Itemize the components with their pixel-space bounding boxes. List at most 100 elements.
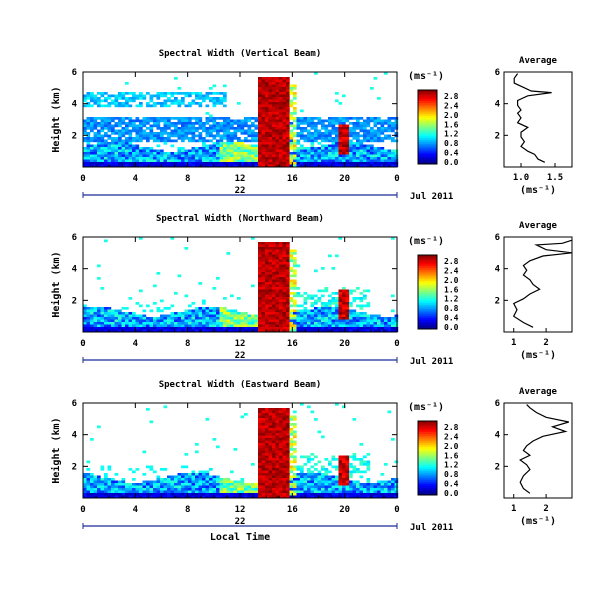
heatmap-cell [219, 102, 224, 105]
heatmap-cell [335, 164, 339, 168]
heatmap-cell [275, 252, 280, 255]
heatmap-cell [226, 117, 231, 120]
heatmap-cell [282, 445, 287, 449]
colorbar-segment [418, 108, 437, 111]
heatmap-cell [244, 322, 248, 325]
heatmap-cell [170, 317, 175, 320]
heatmap-cell [275, 327, 280, 330]
heatmap-cell [251, 319, 255, 323]
heatmap-cell [261, 450, 266, 454]
heatmap-cell [107, 117, 112, 120]
heatmap-cell [251, 284, 255, 288]
heatmap-cell [223, 495, 227, 499]
heatmap-cell [118, 122, 122, 125]
heatmap-cell [163, 329, 168, 333]
heatmap-cell [177, 490, 182, 494]
heatmap-cell [342, 132, 346, 135]
heatmap-cell [128, 329, 133, 333]
heatmap-cell [349, 317, 353, 320]
heatmap-cell [188, 152, 192, 155]
heatmap-cell [195, 92, 199, 95]
heatmap-cell [139, 317, 143, 320]
heatmap-cell [335, 129, 339, 133]
heatmap-cell [153, 485, 157, 489]
heatmap-cell [209, 317, 213, 320]
heatmap-cell [268, 480, 273, 484]
heatmap-cell [254, 139, 259, 143]
heatmap-cell [356, 319, 360, 323]
heatmap-cell [156, 485, 161, 489]
heatmap-cell [286, 327, 290, 330]
heatmap-cell [142, 154, 147, 158]
date-day-label: 22 [235, 517, 246, 527]
heatmap-cell [114, 97, 119, 100]
heatmap-cell [377, 97, 381, 100]
heatmap-cell [296, 329, 301, 333]
heatmap-cell [174, 317, 178, 320]
colorbar-segment [418, 114, 437, 117]
heatmap-cell [272, 468, 276, 471]
heatmap-cell [132, 97, 136, 100]
heatmap-cell [177, 134, 182, 138]
heatmap-cell [198, 324, 203, 328]
heatmap-cell [146, 493, 150, 496]
heatmap-cell [391, 438, 395, 441]
heatmap-cell [184, 132, 189, 135]
heatmap-cell [258, 440, 262, 444]
heatmap-cell [391, 485, 395, 489]
heatmap-cell [100, 324, 105, 328]
heatmap-cell [279, 129, 283, 133]
heatmap-cell [97, 493, 101, 496]
heatmap-cell [121, 312, 126, 315]
heatmap-cell [118, 117, 122, 120]
heatmap-cell [380, 483, 385, 486]
heatmap-cell [86, 319, 91, 323]
heatmap-cell [240, 119, 245, 123]
heatmap-cell [233, 309, 238, 313]
heatmap-cell [198, 132, 203, 135]
heatmap-cell [324, 137, 329, 140]
heatmap-cell [268, 493, 273, 496]
heatmap-cell [384, 317, 388, 320]
colorbar-segment [418, 125, 437, 128]
heatmap-cell [363, 314, 367, 318]
heatmap-cell [314, 418, 318, 421]
heatmap-cell [261, 329, 266, 333]
heatmap-cell [240, 142, 245, 145]
heatmap-cell [272, 327, 276, 330]
heatmap-cell [104, 157, 108, 160]
heatmap-cell [342, 297, 346, 300]
heatmap-cell [282, 249, 287, 253]
heatmap-cell [170, 314, 175, 318]
heatmap-cell [268, 473, 273, 476]
heatmap-cell [139, 289, 143, 293]
heatmap-cell [380, 490, 385, 494]
heatmap-cell [191, 480, 196, 484]
heatmap-cell [275, 89, 280, 93]
heatmap-cell [230, 483, 234, 486]
heatmap-cell [100, 162, 105, 165]
heatmap-cell [279, 87, 283, 90]
heatmap-cell [387, 154, 392, 158]
heatmap-cell [275, 460, 280, 464]
heatmap-cell [331, 317, 336, 320]
heatmap-cell [191, 92, 196, 95]
heatmap-cell [104, 162, 108, 165]
heatmap-cell [366, 164, 371, 168]
heatmap-cell [86, 493, 91, 496]
heatmap-cell [272, 309, 276, 313]
heatmap-cell [289, 490, 294, 494]
heatmap-cell [93, 317, 98, 320]
heatmap-cell [93, 324, 98, 328]
heatmap-cell [373, 490, 378, 494]
heatmap-cell [188, 322, 192, 325]
heatmap-cell [149, 420, 154, 424]
heatmap-cell [177, 122, 182, 125]
heatmap-cell [121, 147, 126, 150]
heatmap-cell [258, 455, 262, 459]
heatmap-cell [198, 478, 203, 481]
heatmap-cell [254, 488, 259, 491]
heatmap-cell [202, 327, 206, 330]
heatmap-cell [216, 329, 220, 333]
heatmap-cell [275, 267, 280, 270]
